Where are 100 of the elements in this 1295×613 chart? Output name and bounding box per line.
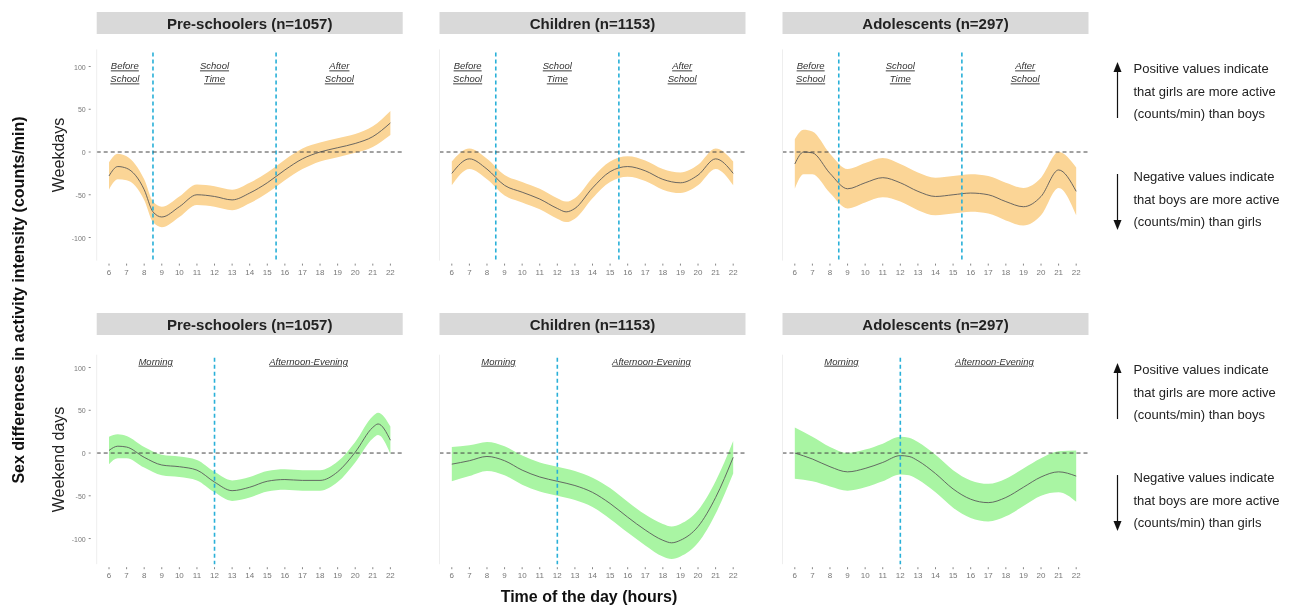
x-tick-label: 10: [517, 571, 528, 581]
x-tick-label: 21: [1054, 267, 1064, 277]
x-tick-label: 17: [640, 571, 651, 581]
x-tick-label: 7: [124, 267, 130, 277]
x-tick-label: 19: [1018, 571, 1029, 581]
x-tick-label: 18: [315, 267, 326, 277]
x-tick-label: 6: [449, 571, 455, 581]
annotation: After School: [324, 60, 355, 85]
x-tick-label: 15: [605, 267, 616, 277]
x-tick-label: 19: [675, 571, 686, 581]
x-tick-label: 22: [728, 571, 739, 581]
x-tick-label: 10: [517, 267, 528, 277]
x-tick-label: 17: [298, 267, 308, 277]
x-tick-label: 21: [368, 267, 378, 277]
x-tick-label: 9: [502, 571, 508, 581]
x-tick-label: 12: [552, 267, 563, 277]
x-tick-label: 10: [174, 571, 185, 581]
x-tick-label: 14: [245, 571, 255, 581]
x-tick-label: 12: [210, 267, 220, 277]
annotation: Morning: [824, 355, 860, 367]
x-tick-label: 13: [227, 267, 238, 277]
x-tick-label: 8: [484, 267, 490, 277]
x-tick-label: 16: [280, 571, 290, 581]
x-tick-label: 10: [174, 267, 185, 277]
x-tick-label: 13: [570, 571, 580, 581]
x-tick-label: 11: [192, 571, 202, 581]
chart-title: Pre-schoolers (n=1057): [166, 315, 333, 333]
x-tick-label: 11: [535, 267, 545, 277]
x-tick-label: 8: [827, 267, 833, 277]
x-tick-label: 15: [262, 267, 273, 277]
x-tick-label: 15: [262, 571, 273, 581]
x-tick-label: 12: [210, 571, 220, 581]
x-tick-label: 20: [350, 267, 361, 277]
text: Negative values indicate that boys are more active (counts/min) than girls: [1133, 169, 1280, 230]
annotation: Morning: [481, 355, 517, 367]
x-tick-label: 8: [484, 571, 490, 581]
x-tick-label: 8: [827, 571, 833, 581]
x-tick-label: 9: [845, 571, 851, 581]
x-tick-label: 9: [845, 267, 851, 277]
x-tick-label: 11: [535, 571, 545, 581]
x-tick-label: 21: [711, 267, 721, 277]
x-tick-label: 14: [931, 571, 941, 581]
x-tick-label: 17: [298, 571, 308, 581]
x-tick-label: 17: [983, 571, 994, 581]
chart-title: Adolescents (n=297): [862, 14, 1009, 32]
x-tick-label: 10: [860, 571, 871, 581]
annotation: Afternoon-Evening: [954, 355, 1035, 367]
x-tick-label: 22: [1071, 267, 1082, 277]
chart-title: Adolescents (n=297): [862, 315, 1009, 333]
x-tick-label: 21: [368, 571, 378, 581]
x-tick-label: 16: [966, 267, 976, 277]
x-tick-label: 11: [192, 267, 202, 277]
x-tick-label: 22: [385, 267, 396, 277]
chart-title: Pre-schoolers (n=1057): [166, 14, 333, 32]
x-tick-label: 13: [570, 267, 580, 277]
x-tick-label: 19: [333, 267, 343, 277]
x-tick-label: 20: [1036, 267, 1047, 277]
x-tick-label: 14: [931, 267, 941, 277]
x-tick-label: 14: [588, 267, 598, 277]
x-tick-label: 12: [552, 571, 563, 581]
x-tick-label: 16: [623, 267, 633, 277]
text: Time of the day (hours): [500, 588, 678, 605]
annotation: After School: [1010, 60, 1041, 85]
x-tick-label: 9: [159, 267, 165, 277]
x-tick-label: 17: [640, 267, 651, 277]
x-tick-label: 18: [1001, 571, 1011, 581]
x-tick-label: 20: [693, 267, 704, 277]
chart-title: Children (n=1153): [529, 315, 656, 333]
x-tick-label: 13: [227, 571, 238, 581]
x-tick-label: 22: [385, 571, 396, 581]
annotation: Before School: [110, 60, 141, 85]
y-axis-title: Weekend days: [49, 406, 67, 513]
annotation: Afternoon-Evening: [611, 355, 692, 367]
x-tick-label: 15: [605, 571, 616, 581]
x-tick-label: 7: [124, 571, 130, 581]
annotation: School Time: [200, 60, 230, 85]
x-tick-label: 13: [913, 571, 923, 581]
x-tick-label: 7: [810, 571, 816, 581]
x-tick-label: 14: [245, 267, 255, 277]
x-tick-label: 15: [948, 267, 959, 277]
annotation: Before School: [453, 60, 484, 85]
x-tick-label: 12: [895, 571, 906, 581]
x-tick-label: 7: [467, 267, 473, 277]
annotation: Morning: [138, 355, 174, 367]
x-tick-label: 18: [315, 571, 326, 581]
x-tick-label: 8: [141, 571, 147, 581]
x-tick-label: 20: [1036, 571, 1047, 581]
x-tick-label: 8: [141, 267, 147, 277]
x-tick-label: 22: [1071, 571, 1082, 581]
x-tick-label: 15: [948, 571, 959, 581]
x-tick-label: 6: [106, 571, 112, 581]
annotation: School Time: [885, 60, 916, 85]
x-tick-label: 19: [675, 267, 686, 277]
x-tick-label: 19: [333, 571, 343, 581]
x-tick-label: 11: [878, 571, 888, 581]
x-tick-label: 21: [1054, 571, 1064, 581]
text: Positive values indicate that girls are more active (counts/min) than boys: [1133, 61, 1276, 122]
x-tick-label: 9: [502, 267, 508, 277]
x-tick-label: 14: [588, 571, 598, 581]
x-tick-label: 6: [449, 267, 455, 277]
